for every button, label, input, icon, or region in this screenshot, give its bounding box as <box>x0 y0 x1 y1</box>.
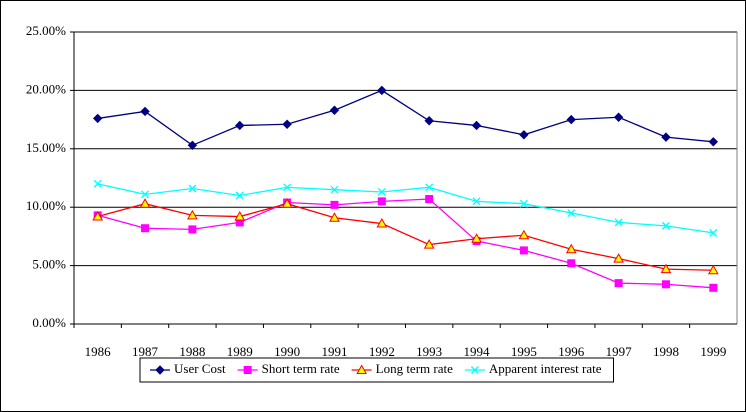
legend-label: Short term rate <box>262 361 340 376</box>
data-point <box>187 209 198 220</box>
data-point <box>281 198 293 208</box>
data-point <box>519 246 528 255</box>
legend-marker <box>356 364 367 374</box>
legend: User Cost Short term rate Long term rate Ap… <box>139 357 614 383</box>
data-point <box>423 239 435 249</box>
x-tick-label: 1992 <box>369 344 395 359</box>
data-point <box>565 243 577 254</box>
x-tick-label: 1986 <box>85 344 112 359</box>
data-point <box>141 190 149 199</box>
data-point <box>283 183 292 192</box>
data-point <box>661 280 670 289</box>
data-point <box>709 228 718 237</box>
data-point <box>235 120 245 131</box>
data-point <box>567 209 576 217</box>
legend-marker <box>155 365 165 375</box>
x-tick-label: 1997 <box>606 344 633 359</box>
x-tick-label: 1990 <box>274 344 300 359</box>
x-tick-label: 1994 <box>464 344 491 359</box>
x-tick-label: 1995 <box>511 344 537 359</box>
data-point <box>614 218 623 227</box>
data-point <box>662 221 670 230</box>
legend-marker <box>470 366 479 374</box>
x-tick-label: 1999 <box>700 344 726 359</box>
series-line <box>97 203 714 271</box>
legend-label: Long term rate <box>376 361 453 376</box>
legend-label: User Cost <box>174 361 226 376</box>
y-tick-label: 25.00% <box>26 23 66 38</box>
data-point <box>660 263 672 274</box>
data-point <box>567 259 576 268</box>
data-point <box>92 113 103 124</box>
data-point <box>329 105 340 115</box>
data-point <box>140 106 150 117</box>
series-line <box>97 198 714 289</box>
data-point <box>661 132 671 142</box>
x-tick-label: 1988 <box>179 344 205 359</box>
data-point <box>614 279 623 288</box>
data-point <box>330 200 339 209</box>
data-point <box>377 197 386 206</box>
x-tick-label: 1993 <box>416 344 442 359</box>
y-tick-label: 15.00% <box>26 140 66 155</box>
data-point <box>187 140 198 151</box>
legend-marker <box>243 366 252 374</box>
data-point <box>518 229 530 240</box>
data-point <box>709 283 718 292</box>
data-point <box>330 185 339 194</box>
data-point <box>519 130 529 140</box>
data-point <box>141 224 150 233</box>
data-point <box>235 191 244 200</box>
y-tick-label: 10.00% <box>26 198 66 213</box>
x-tick-label: 1989 <box>227 344 253 359</box>
y-tick-label: 5.00% <box>32 257 66 272</box>
data-point <box>377 188 386 196</box>
data-point <box>329 212 340 222</box>
data-point <box>93 179 102 188</box>
data-point <box>376 218 388 228</box>
data-point <box>708 137 719 147</box>
data-point <box>566 114 576 125</box>
data-point <box>425 195 434 204</box>
series-line <box>97 183 714 234</box>
data-point <box>471 233 482 243</box>
data-point <box>377 85 387 96</box>
x-tick-label: 1998 <box>653 344 679 359</box>
data-point <box>92 211 104 221</box>
y-tick-label: 20.00% <box>26 81 66 96</box>
data-point <box>234 211 246 221</box>
legend-label: Apparent interest rate <box>489 361 602 376</box>
y-tick-label: 0.00% <box>32 315 66 330</box>
legend-box <box>139 357 614 383</box>
data-point <box>139 198 151 208</box>
data-point <box>425 183 434 192</box>
data-point <box>188 184 197 193</box>
data-point <box>613 253 624 263</box>
data-point <box>424 116 434 126</box>
data-point <box>282 119 292 129</box>
data-point <box>707 264 719 275</box>
x-tick-label: 1991 <box>321 344 347 359</box>
data-point <box>519 199 528 208</box>
data-point <box>471 120 482 131</box>
x-tick-label: 1987 <box>132 344 159 359</box>
data-point <box>613 112 624 122</box>
data-point <box>472 197 481 206</box>
data-point <box>188 225 197 234</box>
series-line <box>97 89 714 147</box>
x-tick-label: 1996 <box>558 344 585 359</box>
